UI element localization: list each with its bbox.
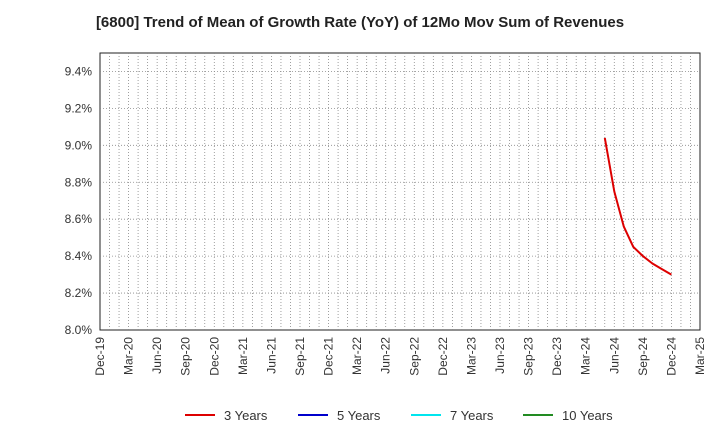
- x-tick-label: Jun-23: [493, 337, 507, 374]
- chart-title: [6800] Trend of Mean of Growth Rate (YoY…: [95, 14, 625, 31]
- legend-label: 7 Years: [450, 408, 494, 423]
- x-tick-label: Dec-20: [207, 337, 221, 376]
- x-tick-label: Mar-23: [464, 337, 478, 375]
- y-tick-label: 8.0%: [65, 323, 93, 337]
- x-tick-label: Sep-23: [522, 337, 536, 376]
- x-tick-label: Mar-24: [579, 337, 593, 375]
- x-tick-label: Jun-22: [379, 337, 393, 374]
- y-tick-label: 9.2%: [65, 101, 93, 115]
- vertical-grid: [109, 53, 691, 330]
- x-tick-label: Mar-21: [236, 337, 250, 375]
- x-tick-label: Jun-24: [607, 337, 621, 374]
- x-tick-label: Mar-25: [693, 337, 707, 375]
- y-tick-label: 8.8%: [65, 175, 93, 189]
- y-tick-label: 9.0%: [65, 138, 93, 152]
- legend-label: 5 Years: [337, 408, 381, 423]
- y-tick-label: 8.6%: [65, 212, 93, 226]
- y-tick-label: 8.4%: [65, 249, 93, 263]
- y-tick-label: 8.2%: [65, 286, 93, 300]
- x-tick-label: Dec-22: [436, 337, 450, 376]
- x-tick-label: Mar-20: [122, 337, 136, 375]
- x-tick-label: Dec-24: [664, 337, 678, 376]
- x-tick-label: Dec-23: [550, 337, 564, 376]
- legend-label: 3 Years: [224, 408, 268, 423]
- x-tick-label: Mar-22: [350, 337, 364, 375]
- plot-area: [99, 52, 701, 331]
- x-tick-label: Jun-21: [264, 337, 278, 374]
- y-tick-label: 9.4%: [65, 64, 93, 78]
- x-tick-label: Sep-22: [407, 337, 421, 376]
- legend-label: 10 Years: [562, 408, 613, 423]
- x-tick-label: Dec-19: [93, 337, 107, 376]
- x-tick-label: Dec-21: [322, 337, 336, 376]
- x-tick-label: Sep-20: [179, 337, 193, 376]
- x-tick-label: Sep-21: [293, 337, 307, 376]
- series-line: [603, 137, 672, 276]
- x-tick-label: Sep-24: [636, 337, 650, 376]
- x-tick-label: Jun-20: [150, 337, 164, 374]
